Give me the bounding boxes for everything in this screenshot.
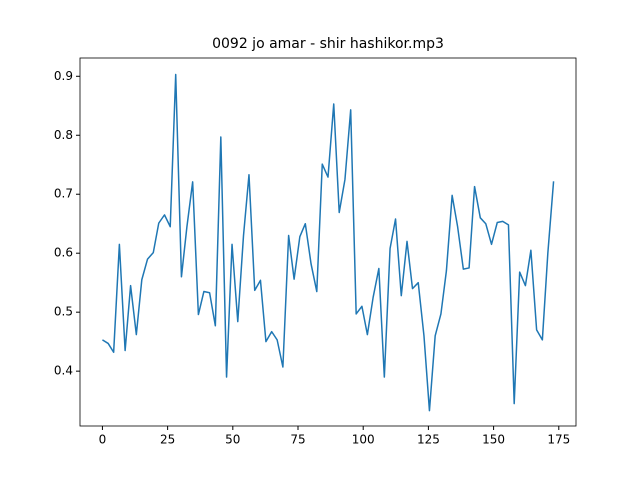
x-tick-label: 0 — [99, 433, 107, 447]
x-tick-label: 50 — [225, 433, 240, 447]
x-tick-label: 100 — [352, 433, 375, 447]
x-tick-label: 125 — [417, 433, 440, 447]
data-line — [102, 73, 555, 412]
x-tick-label: 25 — [160, 433, 175, 447]
axes-frame — [79, 57, 577, 427]
y-tick-label: 0.4 — [54, 364, 73, 378]
y-tick-label: 0.5 — [54, 305, 73, 319]
y-tick-label: 0.6 — [54, 246, 73, 260]
x-tick-label: 175 — [547, 433, 570, 447]
y-tick-label: 0.8 — [54, 128, 73, 142]
x-tick-label: 75 — [290, 433, 305, 447]
x-tick-label: 150 — [482, 433, 505, 447]
y-tick-label: 0.9 — [54, 69, 73, 83]
chart-title: 0092 jo amar - shir hashikor.mp3 — [212, 36, 444, 52]
y-tick-label: 0.7 — [54, 187, 73, 201]
